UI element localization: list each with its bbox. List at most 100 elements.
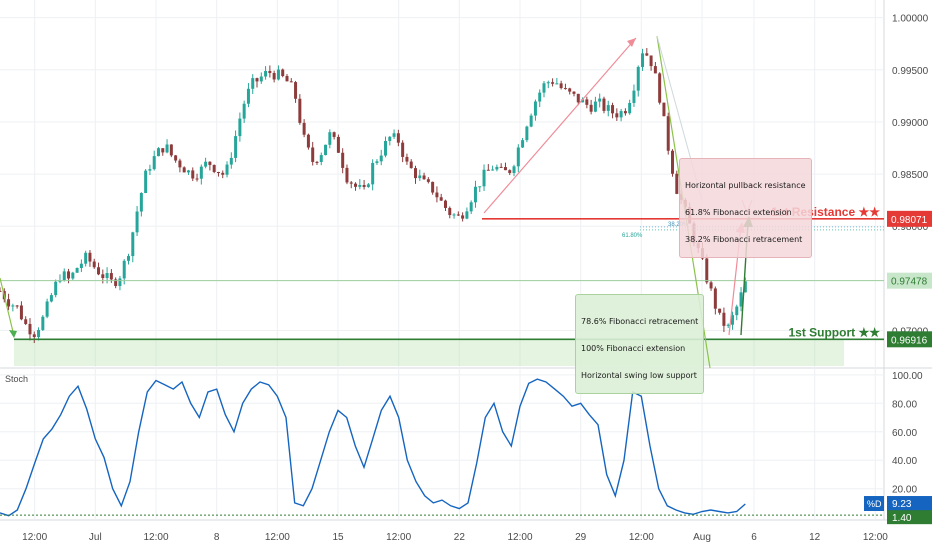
time-tick-label: 12:00 [386, 532, 411, 543]
candle-down [503, 167, 507, 171]
candle-up [242, 103, 246, 119]
time-tick-label: 22 [454, 532, 466, 543]
candle-up [45, 301, 49, 317]
candle-down [169, 144, 173, 156]
left-swing-line [0, 277, 15, 337]
time-tick-label: 8 [214, 532, 220, 543]
candle-up [632, 90, 636, 103]
candle-down [435, 192, 439, 198]
candle-down [551, 82, 555, 84]
candle-up [516, 147, 520, 167]
time-tick-label: 12:00 [629, 532, 654, 543]
fib-382-label: 38.20% [668, 222, 689, 228]
upswing-arrow [483, 37, 637, 214]
resistance-annotation[interactable]: Horizontal pullback resistance 61.8% Fib… [679, 158, 812, 258]
candle-down [396, 133, 400, 143]
support-note-1: 78.6% Fibonacci retracement [581, 317, 699, 326]
candle-down [658, 73, 662, 103]
candle-down [645, 53, 649, 56]
candle-down [208, 161, 212, 165]
candle-up [75, 268, 79, 273]
price-badge-label: 0.98071 [891, 215, 928, 226]
candle-down [718, 308, 722, 313]
candle-up [452, 214, 456, 216]
support-annotation[interactable]: 78.6% Fibonacci retracement 100% Fibonac… [575, 294, 705, 394]
time-tick-label: 12:00 [143, 532, 168, 543]
price-badge [887, 210, 932, 227]
candle-up [379, 155, 383, 162]
candle-up [581, 99, 585, 103]
candle-up [49, 295, 53, 302]
candle-down [589, 104, 593, 112]
time-tick-label: 6 [751, 532, 757, 543]
candle-down [653, 66, 657, 74]
candle-down [666, 116, 670, 151]
candle-up [392, 133, 396, 137]
support-note-3: Horizontal swing low support [581, 371, 697, 380]
candle-down [212, 164, 216, 172]
candle-down [28, 323, 32, 335]
candle-down [508, 170, 512, 174]
candle-up [358, 185, 362, 187]
candle-down [285, 76, 289, 82]
candle-up [79, 263, 83, 269]
candle-down [294, 82, 298, 99]
candle-down [67, 271, 71, 279]
candle-down [405, 156, 409, 162]
candle-up [234, 136, 238, 158]
candle-up [156, 148, 160, 157]
candle-down [24, 319, 28, 324]
candle-down [461, 215, 465, 219]
candle-up [229, 157, 233, 165]
stoch-series-label: %D [867, 499, 882, 509]
candle-up [251, 78, 255, 89]
candle-down [499, 166, 503, 168]
candle-down [19, 305, 23, 320]
candle-up [186, 170, 190, 173]
candle-down [336, 136, 340, 153]
candle-up [482, 169, 486, 187]
candle-up [469, 202, 473, 212]
candle-up [41, 316, 45, 330]
candle-up [512, 166, 516, 174]
candle-up [491, 169, 495, 171]
candle-up [366, 184, 370, 187]
candle-up [739, 292, 743, 307]
candle-up [465, 211, 469, 219]
candle-down [306, 134, 310, 148]
candle-up [555, 83, 559, 85]
resistance-note-1: Horizontal pullback resistance [685, 181, 806, 190]
candle-down [585, 99, 589, 105]
candle-down [345, 167, 349, 183]
support-zone [14, 339, 844, 366]
price-badge-label: 0.97478 [891, 277, 928, 288]
candle-down [448, 207, 452, 216]
candle-up [259, 76, 263, 82]
candle-down [401, 142, 405, 157]
candle-down [178, 160, 182, 168]
candle-up [418, 175, 422, 179]
candle-up [84, 252, 88, 264]
time-tick-label: Aug [693, 532, 711, 543]
stoch-title: Stoch [5, 374, 28, 384]
candle-down [354, 183, 358, 187]
candle-down [662, 102, 666, 117]
candle-up [71, 272, 75, 279]
candle-up [148, 169, 152, 171]
candle-down [174, 155, 178, 161]
candle-down [255, 78, 259, 82]
candle-up [384, 140, 388, 156]
candle-up [371, 162, 375, 185]
candle-down [101, 274, 105, 279]
candle-down [272, 73, 276, 80]
stoch-series-badge [864, 496, 884, 512]
candle-up [636, 66, 640, 91]
candle-down [332, 132, 336, 137]
price-tick-label: 0.98500 [892, 170, 929, 181]
candle-down [675, 173, 679, 194]
candle-down [97, 267, 101, 275]
candle-down [576, 93, 580, 103]
candle-up [328, 132, 332, 145]
candle-down [486, 169, 490, 171]
